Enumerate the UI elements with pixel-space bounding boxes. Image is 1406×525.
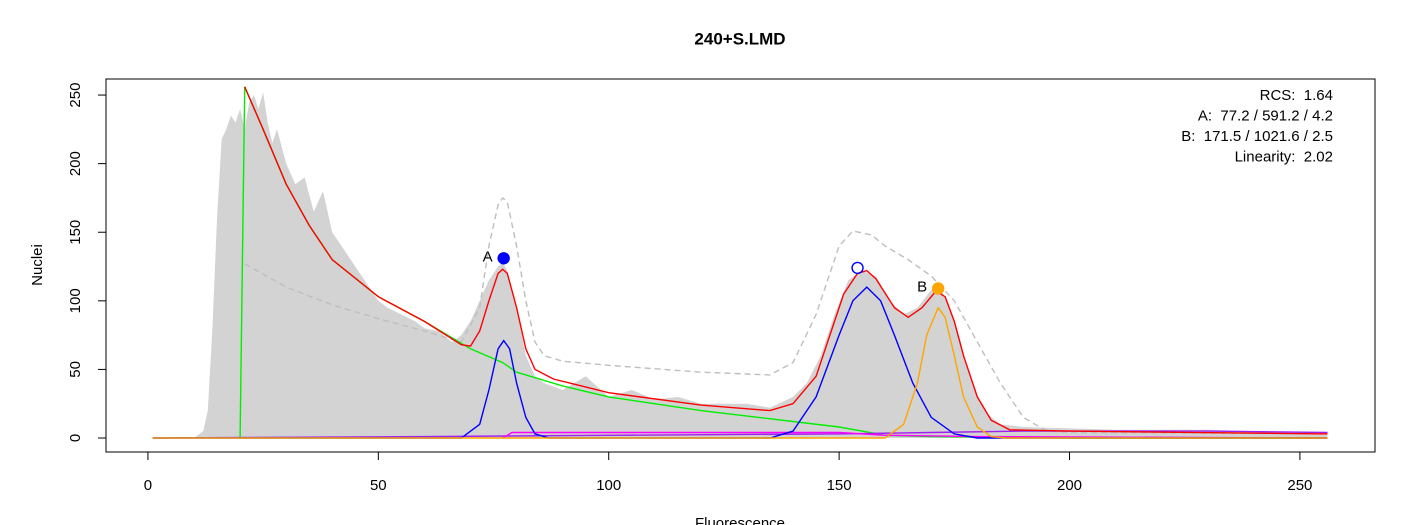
fit-line [244, 196, 1328, 435]
y-tick-label: 150 [67, 220, 84, 245]
x-tick-label: 150 [827, 477, 852, 494]
histogram-area [147, 92, 1328, 439]
fit-line [152, 306, 1328, 439]
x-tick-label: 200 [1057, 477, 1082, 494]
x-tick-label: 50 [370, 477, 387, 494]
legend-entry: RCS: 1.64 [1260, 87, 1333, 104]
y-tick-label: 200 [67, 151, 84, 176]
y-tick-label: 50 [67, 361, 84, 378]
fit-line [502, 431, 1328, 439]
legend-entry: A: 77.2 / 591.2 / 4.2 [1198, 107, 1333, 124]
y-tick-label: 100 [67, 288, 84, 313]
peak-label: A [483, 248, 493, 265]
x-axis-label: Fluorescence [695, 515, 785, 525]
legend-entry: B: 171.5 / 1021.6 / 2.5 [1181, 128, 1333, 145]
fit-line [244, 86, 1328, 435]
x-tick-label: 0 [144, 477, 152, 494]
peak-marker [851, 261, 864, 275]
x-tick-label: 250 [1287, 477, 1312, 494]
y-tick-label: 0 [67, 434, 84, 442]
peak-label: B [917, 278, 927, 295]
y-axis-label: Nuclei [29, 244, 46, 286]
x-tick-label: 100 [596, 477, 621, 494]
fit-line [152, 430, 1328, 439]
y-tick-label: 250 [67, 83, 84, 108]
peak-marker [497, 252, 510, 265]
legend-entry: Linearity: 2.02 [1235, 148, 1333, 165]
chart-title: 240+S.LMD [694, 29, 785, 48]
peak-marker [931, 282, 945, 295]
